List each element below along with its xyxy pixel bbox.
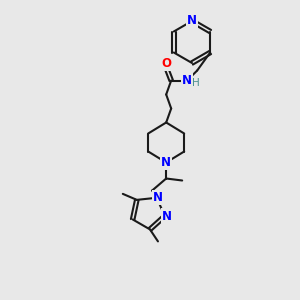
Text: N: N <box>153 191 163 204</box>
Text: H: H <box>192 79 200 88</box>
Text: N: N <box>161 156 171 169</box>
Text: N: N <box>187 14 197 28</box>
Text: O: O <box>161 57 171 70</box>
Text: N: N <box>182 74 192 87</box>
Text: N: N <box>162 209 172 223</box>
